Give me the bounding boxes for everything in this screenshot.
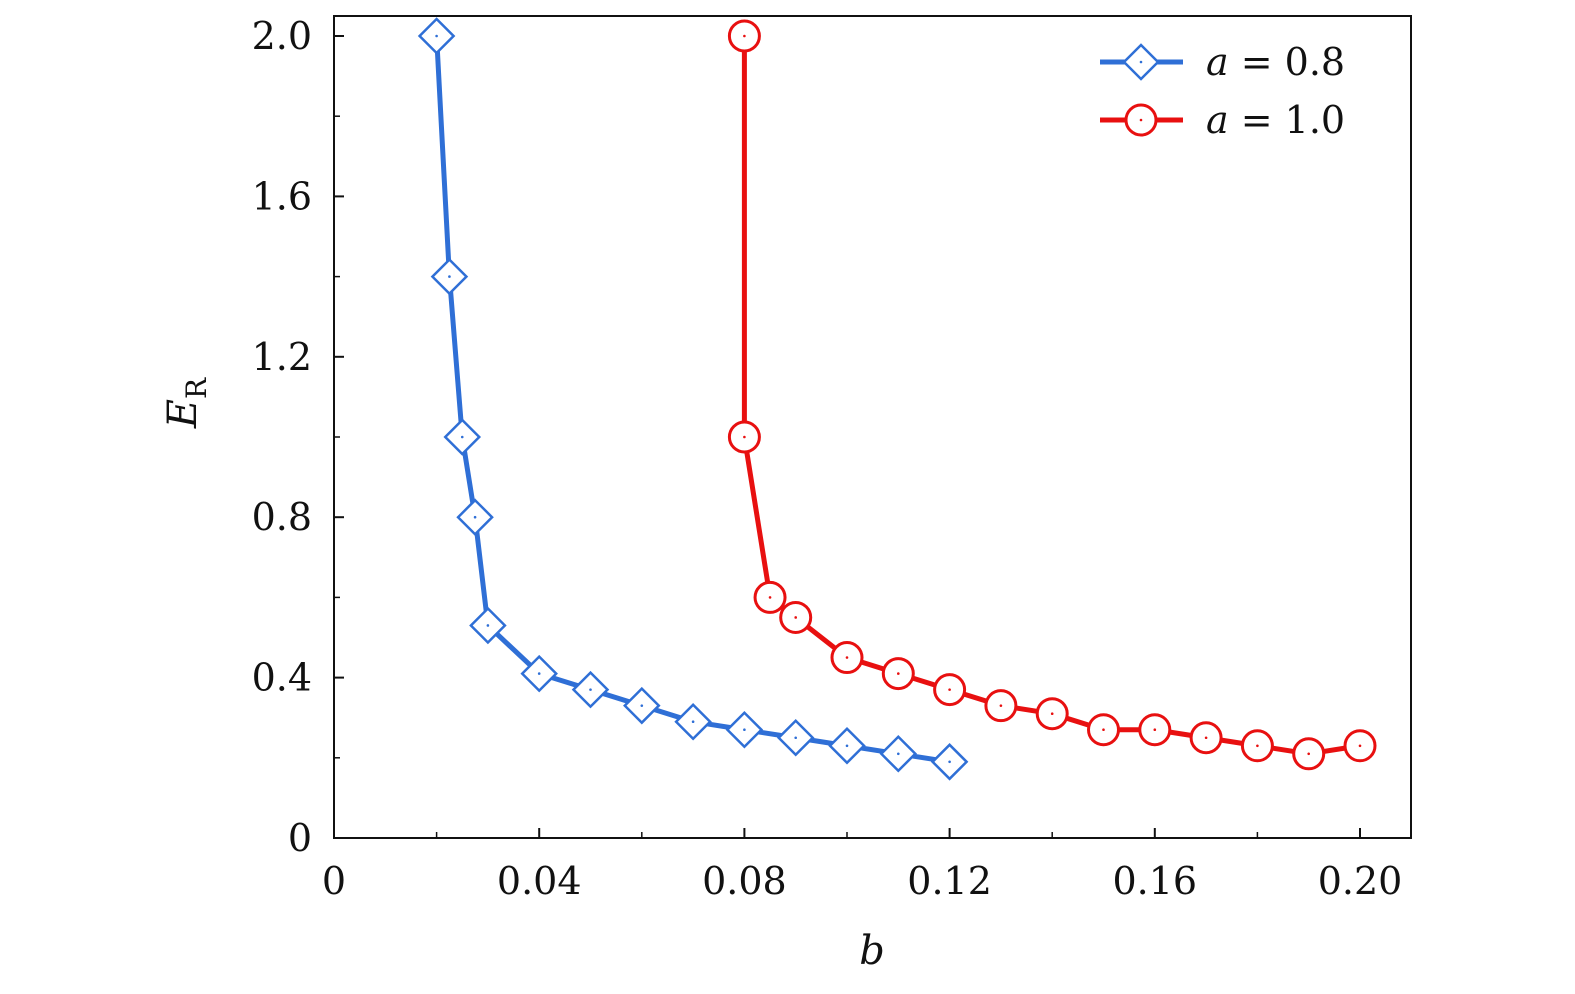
plot-frame [333, 15, 1412, 839]
legend-label-value: = 0.8 [1229, 40, 1345, 84]
marker-center-dot [743, 728, 746, 732]
data-point [1240, 729, 1274, 763]
data-point [1035, 697, 1069, 731]
marker-center-dot [1204, 736, 1208, 740]
marker-center-dot [473, 515, 477, 519]
data-point [753, 580, 787, 614]
y-tick-label: 0.4 [252, 656, 312, 700]
data-point [727, 420, 761, 454]
marker-center-dot [486, 624, 490, 627]
data-point [456, 498, 494, 536]
data-point [727, 19, 761, 53]
data-point [1087, 713, 1120, 747]
data-point [1189, 721, 1223, 755]
data-point [779, 600, 813, 634]
legend-marker [1124, 103, 1158, 137]
marker-center-dot [794, 616, 797, 619]
legend-item-1: a = 1.0 [1100, 98, 1345, 142]
data-point [776, 718, 815, 757]
marker-center-dot [691, 720, 695, 724]
marker-center-dot [897, 672, 900, 675]
marker-center-dot [768, 596, 772, 599]
series-0 [417, 17, 969, 781]
data-point [443, 418, 482, 456]
legend-item-0: a = 0.8 [1100, 40, 1345, 84]
y-tick-label: 1.2 [252, 335, 312, 379]
marker-center-dot [1102, 728, 1105, 732]
data-point [930, 743, 969, 781]
legend-label-value: = 1.0 [1229, 98, 1345, 142]
data-point [1138, 713, 1172, 747]
marker-center-dot [1050, 712, 1054, 715]
marker-center-dot [448, 275, 451, 278]
x-tick-label: 0.08 [702, 859, 787, 903]
y-tick-label: 2.0 [252, 14, 312, 58]
x-axis-title: b [859, 928, 885, 974]
marker-center-dot [743, 435, 746, 439]
data-point [984, 689, 1018, 723]
legend-label: a = 1.0 [1206, 98, 1345, 142]
marker-center-dot [1307, 752, 1310, 756]
marker-center-dot [743, 34, 746, 38]
marker-center-dot [460, 435, 464, 439]
data-point [520, 654, 558, 693]
marker-center-dot [794, 736, 797, 740]
marker-center-dot [897, 752, 900, 756]
legend-marker [1122, 43, 1160, 81]
data-point [879, 735, 918, 773]
data-point [881, 657, 915, 691]
y-axis-title: ER [160, 377, 213, 429]
data-point [623, 686, 661, 725]
marker-center-dot [845, 744, 849, 748]
x-tick-label: 0.20 [1318, 859, 1403, 903]
marker-center-dot [845, 656, 849, 659]
data-point [417, 17, 456, 55]
y-tick-label: 0.8 [252, 495, 312, 539]
legend: a = 0.8a = 1.0 [1100, 40, 1345, 142]
legend-label-variable: a [1206, 40, 1229, 84]
series-1 [727, 19, 1377, 771]
marker-center-dot [1153, 728, 1157, 732]
marker-center-dot [537, 672, 541, 675]
y-tick-label: 1.6 [252, 174, 312, 218]
data-point [725, 710, 764, 749]
marker-center-dot [999, 704, 1003, 707]
marker-center-dot [1139, 118, 1143, 122]
marker-center-dot [948, 688, 951, 691]
marker-center-dot [435, 34, 438, 38]
marker-center-dot [1139, 60, 1143, 64]
series-line [434, 35, 950, 765]
data-point [674, 702, 712, 741]
data-point [828, 727, 866, 765]
x-tick-label: 0 [322, 859, 346, 903]
legend-label-variable: a [1206, 98, 1229, 142]
x-tick-label: 0.16 [1112, 859, 1197, 903]
data-point [430, 257, 469, 296]
x-tick-label: 0.12 [907, 859, 992, 903]
data-point [1343, 729, 1377, 763]
y-tick-label: 0 [288, 816, 312, 860]
data-point [469, 606, 507, 645]
marker-center-dot [640, 704, 644, 707]
y-axis-title-main: E [160, 399, 206, 429]
marker-center-dot [589, 688, 592, 691]
data-point [1292, 737, 1326, 771]
data-point [933, 673, 967, 707]
legend-label: a = 0.8 [1206, 40, 1345, 84]
x-tick-label: 0.04 [497, 859, 582, 903]
marker-center-dot [1256, 744, 1259, 748]
marker-center-dot [1358, 744, 1362, 748]
marker-center-dot [948, 760, 951, 764]
data-point [830, 641, 864, 675]
y-axis-title-sub: R [180, 377, 213, 399]
data-point [571, 670, 610, 709]
